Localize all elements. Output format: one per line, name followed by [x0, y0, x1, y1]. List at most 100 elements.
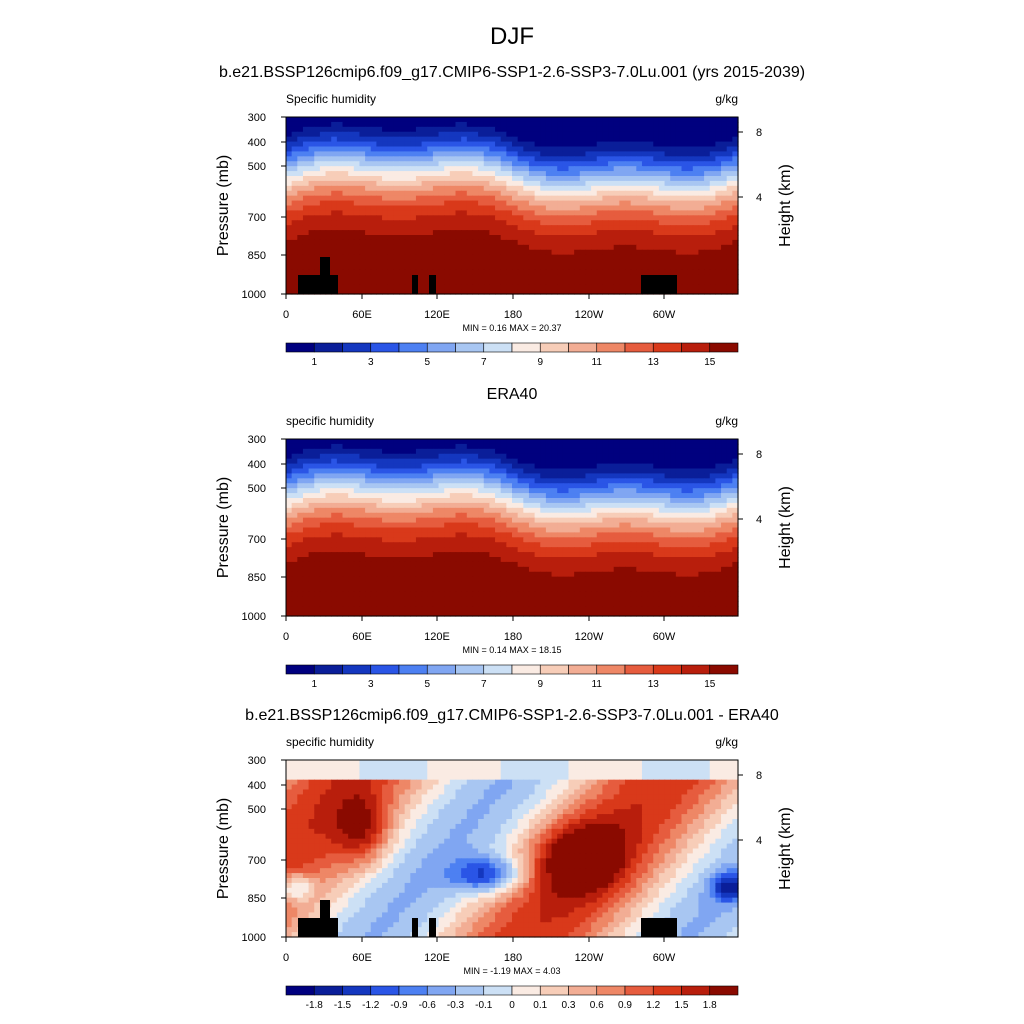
contour-cell — [608, 171, 615, 177]
contour-cell — [726, 478, 733, 484]
contour-cell — [359, 230, 366, 236]
contour-cell — [625, 146, 632, 153]
contour-cell — [302, 185, 310, 192]
contour-cell — [630, 532, 637, 538]
contour-cell — [478, 537, 485, 543]
contour-cell — [692, 121, 700, 128]
contour-cell — [687, 274, 694, 280]
contour-cell — [461, 493, 468, 499]
contour-cell — [545, 284, 553, 290]
contour-cell — [359, 527, 366, 534]
contour-cell — [495, 244, 502, 251]
contour-cell — [342, 552, 349, 558]
contour-cell — [393, 220, 400, 226]
contour-cell — [432, 230, 440, 236]
contour-cell — [387, 161, 394, 167]
contour-cell — [523, 131, 530, 138]
contour-cell — [658, 156, 666, 162]
contour-cell — [636, 279, 643, 285]
contour-cell — [421, 483, 428, 489]
contour-cell — [512, 117, 519, 123]
contour-cell — [585, 279, 592, 285]
contour-cell — [608, 151, 615, 157]
contour-cell — [319, 512, 327, 519]
contour-cell — [675, 284, 683, 290]
contour-cell — [410, 557, 417, 563]
contour-cell — [314, 126, 321, 133]
contour-cell — [658, 453, 666, 460]
contour-cell — [534, 448, 541, 455]
contour-cell — [483, 215, 490, 221]
contour-cell — [568, 117, 575, 123]
topography-block — [298, 275, 338, 294]
contour-cell — [336, 493, 344, 499]
contour-cell — [658, 547, 666, 553]
contour-cell — [302, 537, 310, 543]
contour-cell — [647, 557, 654, 563]
contour-cell — [370, 210, 377, 216]
contour-cell — [534, 195, 541, 202]
contour-cell — [551, 259, 558, 266]
contour-cell — [670, 453, 677, 460]
contour-cell — [359, 244, 366, 251]
contour-cell — [557, 458, 564, 465]
contour-cell — [681, 220, 688, 226]
contour-cell — [365, 136, 372, 143]
contour-cell — [376, 176, 383, 182]
contour-cell — [314, 131, 321, 138]
contour-cell — [466, 468, 474, 475]
contour-cell — [579, 279, 587, 285]
contour-cell — [591, 532, 598, 538]
contour-cell — [353, 185, 361, 192]
contour-cell — [342, 537, 349, 543]
contour-cell — [517, 557, 524, 563]
contour-cell — [732, 517, 739, 524]
contour-cell — [489, 176, 496, 182]
contour-cell — [636, 121, 643, 128]
contour-cell — [404, 156, 411, 162]
contour-cell — [336, 254, 344, 261]
contour-cell — [551, 156, 558, 162]
contour-cell — [692, 180, 700, 187]
contour-cell — [545, 210, 553, 216]
contour-cell — [602, 284, 609, 290]
contour-cell — [602, 215, 609, 221]
contour-cell — [545, 557, 553, 563]
contour-cell — [523, 478, 530, 484]
contour-cell — [438, 561, 445, 568]
contour-cell — [698, 498, 705, 504]
contour-cell — [495, 161, 502, 167]
contour-cell — [557, 220, 564, 226]
contour-cell — [551, 537, 558, 543]
contour-cell — [647, 225, 654, 231]
contour-cell — [404, 552, 411, 558]
contour-cell — [432, 561, 440, 568]
contour-cell — [353, 537, 361, 543]
contour-cell — [692, 235, 700, 241]
contour-cell — [506, 239, 513, 246]
contour-cell — [427, 517, 434, 524]
contour-cell — [613, 126, 620, 133]
contour-cell — [370, 527, 377, 534]
contour-cell — [387, 171, 394, 177]
contour-cell — [664, 176, 671, 182]
contour-cell — [540, 200, 547, 207]
contour-cell — [410, 264, 417, 271]
contour-cell — [421, 561, 428, 568]
contour-cell — [512, 552, 519, 558]
contour-cell — [495, 121, 502, 128]
contour-cell — [455, 210, 462, 216]
contour-cell — [721, 517, 728, 524]
contour-cell — [653, 126, 660, 133]
contour-cell — [444, 264, 451, 271]
contour-cell — [444, 522, 451, 529]
contour-cell — [461, 279, 468, 285]
contour-cell — [613, 220, 620, 226]
contour-cell — [359, 215, 366, 221]
contour-cell — [438, 239, 445, 246]
contour-cell — [466, 488, 474, 494]
contour-cell — [545, 289, 553, 295]
contour-cell — [336, 151, 344, 157]
contour-cell — [574, 284, 581, 290]
contour-cell — [523, 468, 530, 475]
